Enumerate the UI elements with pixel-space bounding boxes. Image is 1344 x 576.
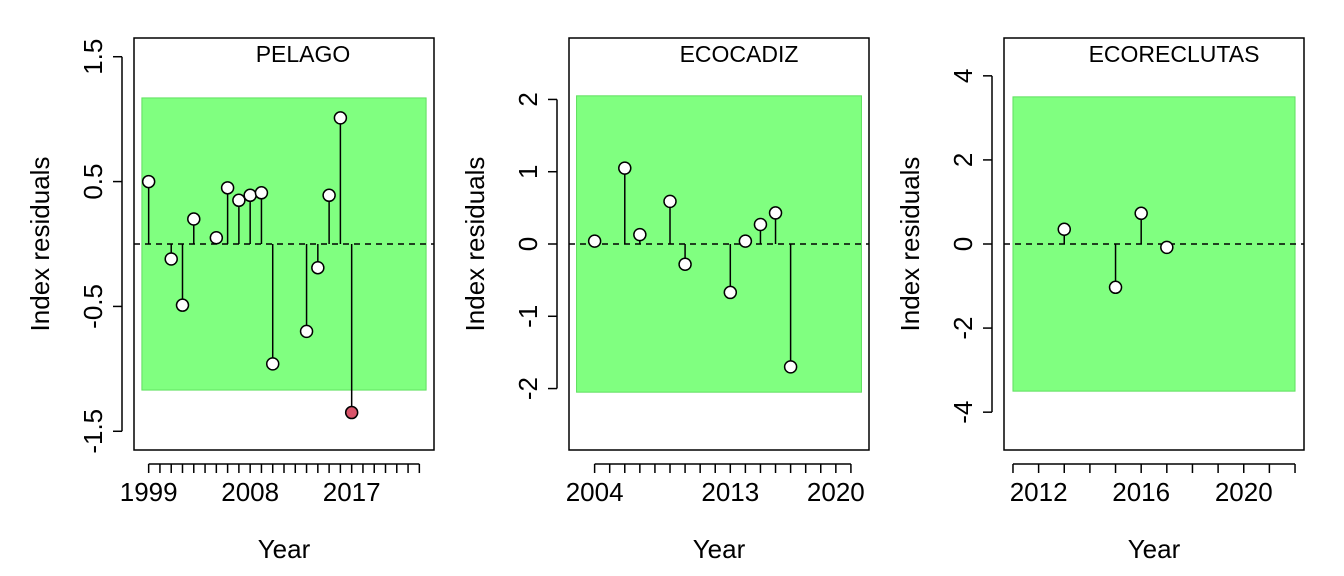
plot-frame (133, 37, 435, 451)
y-axis-label: Index residuals (895, 157, 925, 332)
confidence-band (141, 97, 427, 391)
confidence-band (1012, 96, 1296, 392)
residual-point (333, 111, 348, 125)
x-tick-label: 2012 (1010, 477, 1068, 507)
panel-title: PELAGO (256, 41, 351, 67)
panel-3: ECORECLUTAS 2012 2016 2020 Year -4 -2 0 2 4 Index … (895, 37, 1305, 564)
residual-point (232, 193, 246, 208)
residual-point (265, 357, 280, 371)
residual-point (311, 260, 325, 275)
y-tick-label: -1 (513, 305, 543, 328)
residual-point (783, 360, 798, 374)
residual-point (209, 231, 224, 245)
residual-point (164, 252, 178, 266)
x-tick-label: 2013 (701, 477, 759, 507)
x-tick-label: 2008 (221, 477, 279, 507)
x-axis-label: Year (1128, 534, 1181, 564)
residual-point (187, 212, 201, 226)
confidence-band (576, 95, 862, 393)
residual-point (254, 186, 269, 200)
residual-point (1134, 206, 1148, 221)
x-tick-label: 2017 (323, 477, 381, 507)
residual-point (299, 324, 314, 339)
x-axis-label: Year (258, 534, 311, 564)
panel-1: PELAGO 1999 2008 2017 Year -1.5 -0.5 0.5 1.5 Inde… (25, 37, 435, 564)
y-tick-label: -0.5 (78, 284, 108, 329)
y-tick-label: -2 (948, 317, 978, 340)
panel-title: ECOCADIZ (680, 41, 799, 67)
plot-frame (1003, 37, 1305, 451)
x-axis-label: Year (693, 534, 746, 564)
residual-point (618, 161, 632, 175)
residual-point (1108, 280, 1123, 295)
y-tick-label: 0 (513, 237, 543, 251)
y-axis-label: Index residuals (25, 157, 55, 332)
y-tick-label: 2 (513, 92, 543, 106)
residual-point (753, 217, 768, 232)
x-tick-label: 2004 (566, 477, 624, 507)
residual-point (322, 188, 336, 203)
y-tick-label: 1.5 (78, 39, 108, 75)
x-tick-label: 2016 (1112, 477, 1170, 507)
y-tick-label: 0.5 (78, 163, 108, 199)
x-tick-label: 1999 (120, 477, 178, 507)
y-tick-label: -4 (948, 401, 978, 424)
residual-point (723, 285, 738, 300)
x-tick-label: 2020 (1215, 477, 1273, 507)
residual-point (141, 174, 156, 189)
residual-point (175, 298, 190, 312)
residual-point (663, 194, 677, 209)
highlighted-residual-point (344, 405, 359, 420)
y-tick-label: 4 (948, 69, 978, 83)
y-tick-label: 1 (513, 164, 543, 178)
panel-2: ECOCADIZ 2004 2013 2020 Year -2 -1 0 1 2 Index res… (460, 37, 870, 564)
y-tick-label: -1.5 (78, 409, 108, 454)
residual-point (738, 234, 753, 248)
residual-point (587, 234, 602, 248)
y-axis-label: Index residuals (460, 157, 490, 332)
residual-point (768, 206, 783, 220)
panel-title: ECORECLUTAS (1089, 41, 1260, 67)
residual-point (1160, 240, 1174, 255)
y-tick-label: 2 (948, 153, 978, 167)
y-tick-label: 0 (948, 237, 978, 251)
residual-point (678, 257, 692, 271)
residual-point (220, 181, 235, 195)
residual-point (633, 227, 647, 242)
residual-point (1057, 222, 1072, 237)
residual-point (243, 188, 257, 203)
plot-frame (568, 37, 870, 451)
y-tick-label: -2 (513, 377, 543, 400)
x-tick-label: 2020 (807, 477, 865, 507)
